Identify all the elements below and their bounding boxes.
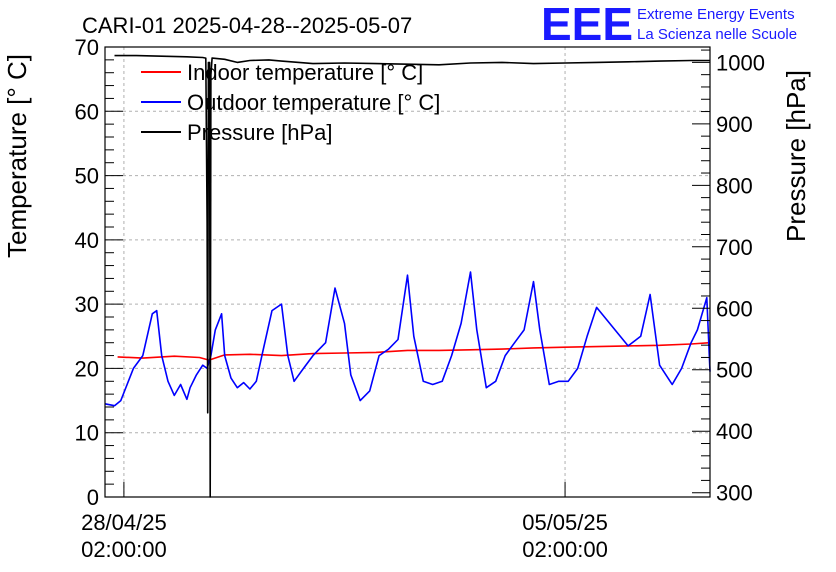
- y-right-tick-label: 1000: [716, 50, 765, 75]
- series-line-0: [117, 341, 711, 361]
- series-lines: [104, 54, 711, 498]
- legend-label-indoor: Indoor temperature [° C]: [187, 60, 423, 85]
- grid-lines: [105, 47, 710, 497]
- legend-label-outdoor: Outdoor temperature [° C]: [187, 90, 440, 115]
- y-left-tick-label: 20: [75, 356, 99, 381]
- y-axis-left-label: Temperature [° C]: [2, 54, 32, 258]
- y-right-tick-label: 400: [716, 419, 753, 444]
- series-line-1: [104, 271, 711, 407]
- x-tick-label-time: 02:00:00: [81, 537, 167, 562]
- y-left-tick-label: 40: [75, 228, 99, 253]
- legend: Indoor temperature [° C] Outdoor tempera…: [141, 60, 440, 145]
- y-left-tick-label: 50: [75, 164, 99, 189]
- x-tick-label-date: 05/05/25: [522, 510, 608, 535]
- series-line-2: [114, 54, 710, 498]
- plot-frame: [104, 46, 711, 498]
- y-axis-right-label: Pressure [hPa]: [781, 70, 811, 242]
- eee-logo: EEE Extreme Energy Events La Scienza nel…: [541, 0, 797, 50]
- y-left-tick-label: 70: [75, 35, 99, 60]
- y-right-tick-label: 700: [716, 235, 753, 260]
- legend-label-pressure: Pressure [hPa]: [187, 120, 333, 145]
- x-tick-label-date: 28/04/25: [81, 510, 167, 535]
- y-left-tick-label: 30: [75, 292, 99, 317]
- y-right-tick-label: 800: [716, 173, 753, 198]
- x-tick-label-time: 02:00:00: [522, 537, 608, 562]
- axes: 0 10 20 30 40 50 60 70 300 400 500 600 700 800 900 1000…: [75, 35, 765, 562]
- y-right-tick-label: 300: [716, 481, 753, 506]
- y-right-tick-label: 500: [716, 358, 753, 383]
- logo-line-2: La Scienza nelle Scuole: [637, 26, 797, 43]
- y-left-tick-label: 0: [87, 485, 99, 510]
- y-right-tick-label: 600: [716, 296, 753, 321]
- logo-line-1: Extreme Energy Events: [637, 6, 795, 23]
- chart-title: CARI-01 2025-04-28--2025-05-07: [82, 13, 412, 38]
- y-left-tick-label: 60: [75, 99, 99, 124]
- y-right-tick-label: 900: [716, 112, 753, 137]
- logo-letters: EEE: [541, 0, 633, 50]
- y-left-tick-label: 10: [75, 421, 99, 446]
